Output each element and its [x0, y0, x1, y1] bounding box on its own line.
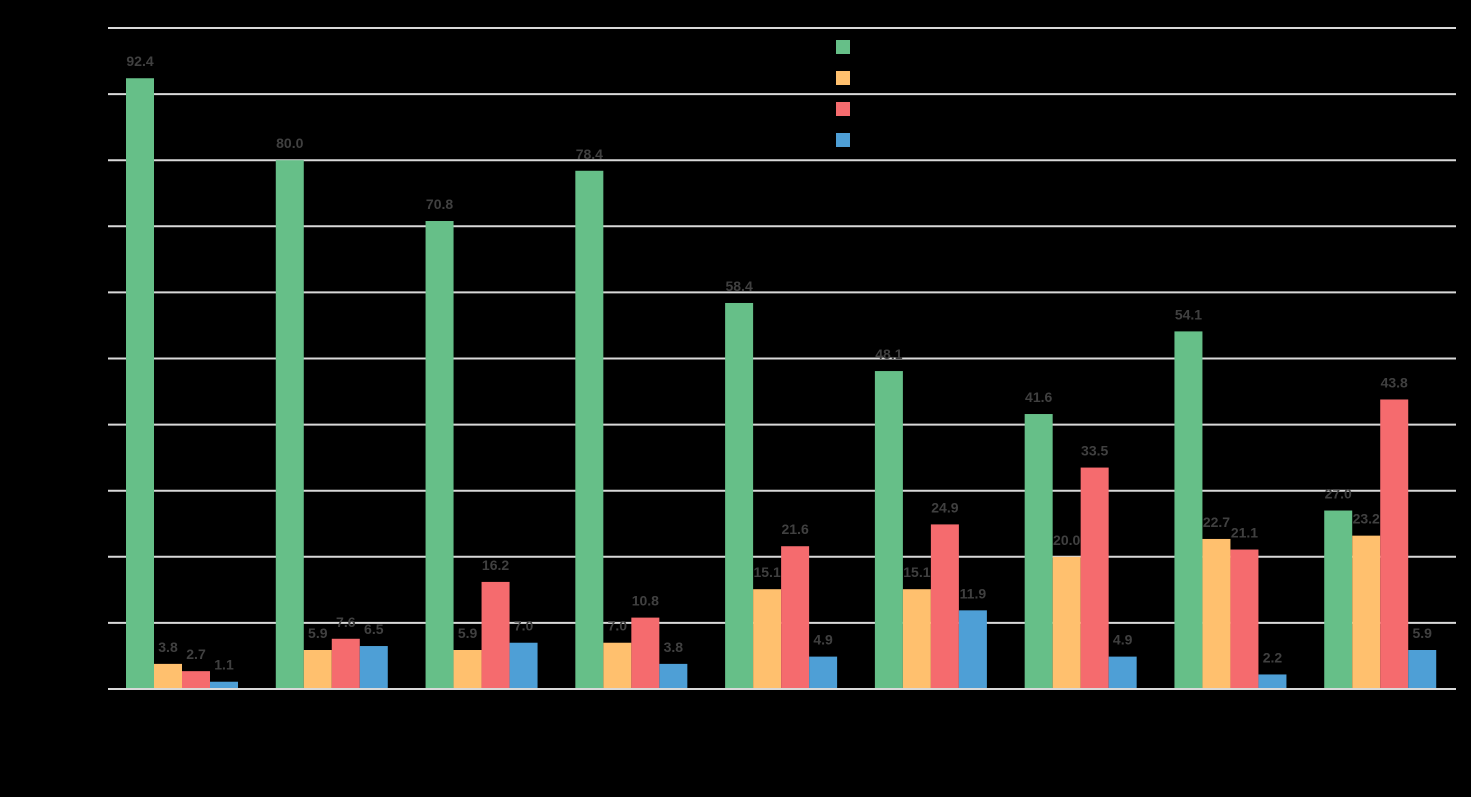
data-label: 16.2	[482, 557, 509, 573]
bar	[575, 170, 604, 689]
legend-swatch	[836, 71, 850, 85]
data-label: 5.9	[1412, 625, 1432, 641]
data-label: 33.5	[1081, 443, 1108, 459]
bar	[359, 646, 388, 689]
bar	[809, 656, 838, 689]
bar	[303, 650, 332, 689]
data-label: 70.8	[426, 196, 453, 212]
bar	[1230, 549, 1259, 689]
bar	[902, 589, 931, 689]
bar	[154, 663, 182, 689]
data-label: 41.6	[1025, 389, 1052, 405]
data-label: 5.9	[308, 625, 328, 641]
bar	[1324, 510, 1353, 689]
data-label: 27.0	[1325, 486, 1352, 502]
data-label: 15.1	[903, 564, 930, 580]
data-label: 80.0	[276, 135, 303, 151]
data-label: 2.2	[1263, 649, 1283, 665]
legend	[836, 40, 850, 147]
bar	[1202, 538, 1231, 689]
bar	[958, 610, 987, 689]
data-label: 7.0	[608, 618, 628, 634]
bar	[1258, 674, 1287, 689]
bar	[725, 302, 754, 689]
bars	[126, 78, 1437, 689]
data-label: 21.6	[781, 521, 808, 537]
bar	[1380, 399, 1409, 689]
bar	[1352, 535, 1381, 689]
data-label: 11.9	[960, 585, 987, 601]
bar	[182, 671, 210, 689]
data-label: 7.0	[514, 618, 534, 634]
bar	[1052, 556, 1081, 689]
bar	[1408, 650, 1437, 689]
data-label: 3.8	[158, 639, 178, 655]
bar	[659, 663, 688, 689]
data-label: 2.7	[186, 646, 206, 662]
bar	[1174, 331, 1203, 689]
bar	[603, 642, 632, 689]
bar	[631, 617, 660, 689]
data-label: 3.8	[664, 639, 684, 655]
data-label: 4.9	[813, 632, 833, 648]
data-label: 48.1	[875, 346, 902, 362]
data-label: 24.9	[931, 499, 958, 515]
bar	[481, 581, 510, 689]
bar	[126, 78, 154, 689]
bar	[425, 221, 454, 689]
bar	[210, 681, 238, 689]
data-label: 10.8	[632, 593, 659, 609]
data-label: 23.2	[1353, 511, 1380, 527]
data-label: 6.5	[364, 621, 384, 637]
bar	[1024, 414, 1053, 689]
bar	[331, 638, 360, 689]
bar	[930, 524, 959, 689]
data-label: 43.8	[1381, 374, 1408, 390]
data-label: 21.1	[1231, 525, 1258, 541]
data-label: 20.0	[1053, 532, 1080, 548]
data-label: 92.4	[126, 53, 153, 69]
data-labels: 92.4 3.8 2.7 1.1 80.0 5.9 7.6 6.5 70.8 5.9 16.2 7.0…	[126, 53, 1432, 672]
data-label: 58.4	[725, 278, 752, 294]
bar	[509, 642, 538, 689]
bar	[453, 650, 482, 689]
bar	[275, 160, 304, 689]
legend-swatch	[836, 40, 850, 54]
bar	[874, 371, 903, 689]
data-label: 4.9	[1113, 632, 1133, 648]
legend-swatch	[836, 133, 850, 147]
legend-swatch	[836, 102, 850, 116]
data-label: 54.1	[1175, 306, 1202, 322]
data-label: 5.9	[458, 625, 478, 641]
bar	[1108, 656, 1137, 689]
data-label: 1.1	[214, 657, 234, 673]
data-label: 78.4	[576, 146, 603, 162]
bar	[781, 546, 810, 689]
data-label: 15.1	[753, 564, 780, 580]
bar	[753, 589, 782, 689]
data-label: 7.6	[336, 614, 356, 630]
data-label: 22.7	[1203, 514, 1230, 530]
bar	[1080, 467, 1109, 689]
